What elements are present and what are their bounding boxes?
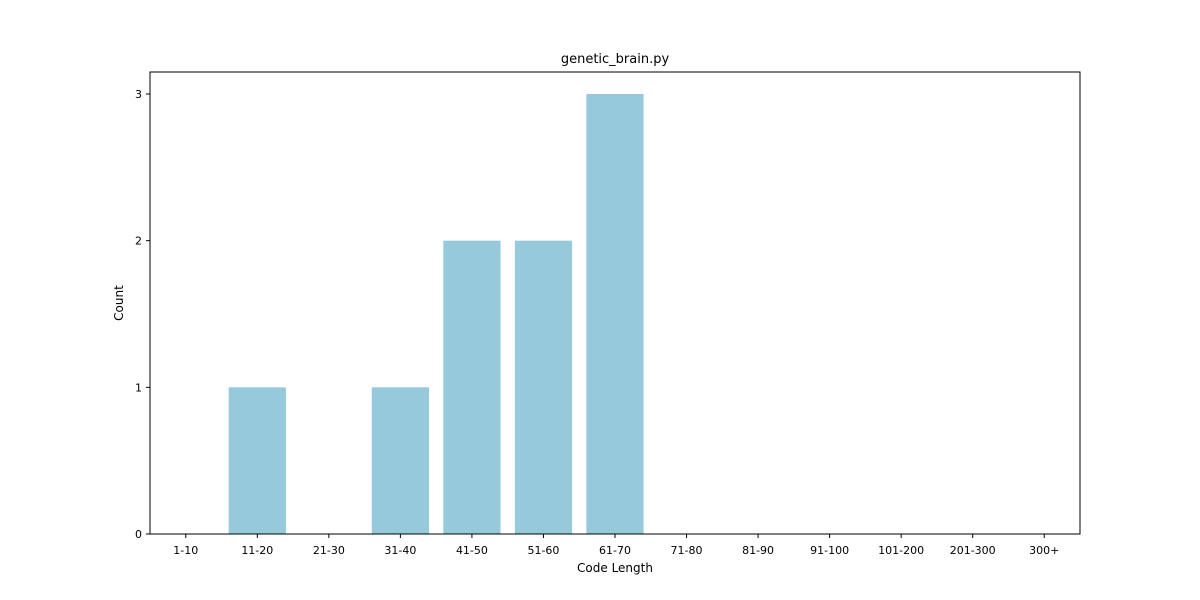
- x-tick-label: 31-40: [384, 544, 416, 557]
- bars: [228, 94, 644, 535]
- x-tick-label: 41-50: [456, 544, 488, 557]
- bar-51-60: [514, 240, 573, 535]
- y-tick-label: 1: [135, 381, 142, 394]
- x-tick-label: 300+: [1029, 544, 1059, 557]
- x-tick-label: 61-70: [599, 544, 631, 557]
- x-tick-label: 11-20: [241, 544, 273, 557]
- x-axis: 1-10 11-20 21-30 31-40 41-50 51-60 61-70 71-80 8…: [173, 534, 1059, 557]
- bar-11-20: [228, 387, 286, 534]
- y-tick-label: 2: [135, 235, 142, 248]
- x-axis-label: Code Length: [577, 561, 653, 575]
- bar-31-40: [371, 387, 429, 534]
- y-tick-label: 0: [135, 528, 142, 541]
- y-axis: 0 1 2 3: [135, 88, 150, 541]
- y-tick-label: 3: [135, 88, 142, 101]
- x-tick-label: 21-30: [313, 544, 345, 557]
- x-tick-label: 51-60: [527, 544, 559, 557]
- x-tick-label: 101-200: [878, 544, 924, 557]
- bar-41-50: [443, 240, 501, 535]
- x-tick-label: 1-10: [173, 544, 198, 557]
- x-tick-label: 71-80: [671, 544, 703, 557]
- x-tick-label: 201-300: [950, 544, 996, 557]
- bar-61-70: [586, 94, 644, 534]
- x-tick-label: 81-90: [742, 544, 774, 557]
- y-axis-label: Count: [112, 285, 126, 321]
- chart-title: genetic_brain.py: [561, 52, 670, 67]
- x-tick-label: 91-100: [810, 544, 849, 557]
